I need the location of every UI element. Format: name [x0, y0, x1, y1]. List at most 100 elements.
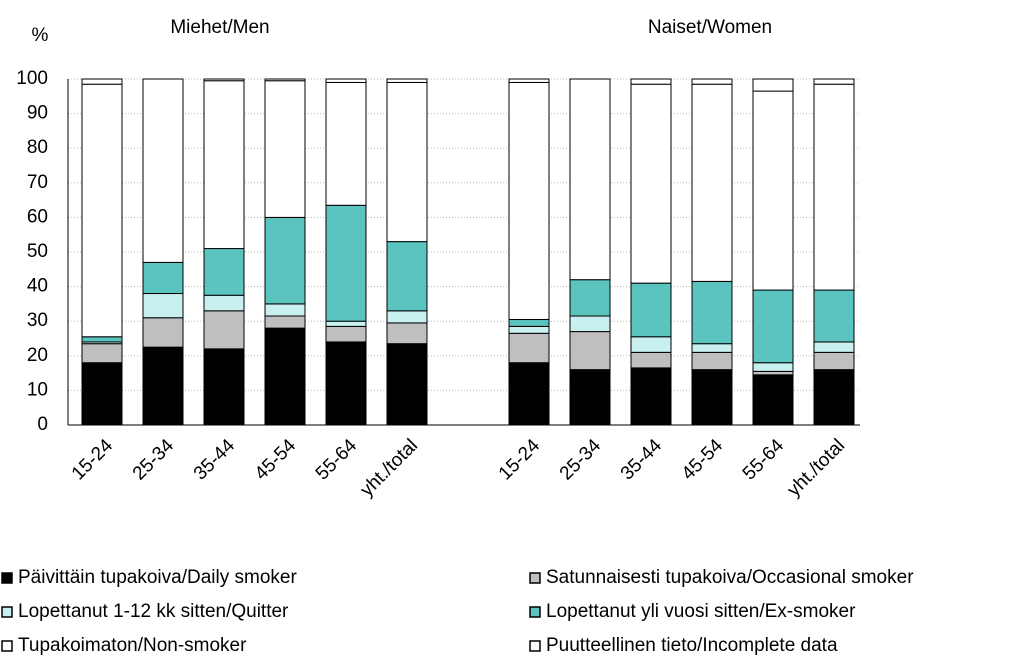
- y-tick-label: 70: [27, 172, 48, 193]
- x-tick-label: 15-24: [495, 435, 545, 485]
- bar-segment: [630, 78, 672, 85]
- legend-label: Lopettanut 1-12 kk sitten/Quitter: [18, 601, 289, 622]
- bar-segment: [203, 78, 245, 82]
- bar-segment: [325, 204, 367, 322]
- bar-segment: [813, 83, 855, 291]
- y-tick-label: 100: [16, 68, 48, 89]
- bar-segment: [508, 318, 550, 327]
- bar-segment: [752, 362, 794, 372]
- bar-segment: [386, 78, 428, 83]
- bar-segment: [691, 83, 733, 282]
- x-tick-label: 45-54: [251, 435, 301, 485]
- bar-segment: [691, 78, 733, 85]
- bar-segment: [813, 289, 855, 343]
- bar-segment: [569, 78, 611, 281]
- bar-segment: [630, 336, 672, 353]
- x-tick-label: 45-54: [678, 435, 728, 485]
- bar-segment: [81, 362, 123, 426]
- bar-segment: [508, 325, 550, 334]
- bar-segment: [264, 327, 306, 426]
- bar-segment: [81, 336, 123, 343]
- y-axis-label: %: [32, 25, 49, 46]
- y-tick-label: 40: [27, 276, 48, 297]
- bar-segment: [630, 351, 672, 369]
- x-tick-label: 55-64: [739, 435, 789, 485]
- bar-segment: [386, 343, 428, 426]
- bar-segment: [325, 320, 367, 327]
- legend-label: Lopettanut yli vuosi sitten/Ex-smoker: [546, 601, 856, 622]
- legend-label: Satunnaisesti tupakoiva/Occasional smoke…: [546, 567, 914, 588]
- x-tick-label: 55-64: [312, 435, 362, 485]
- bar-segment: [325, 341, 367, 426]
- bar-segment: [203, 310, 245, 350]
- bar-segment: [203, 248, 245, 296]
- bar-segment: [142, 78, 184, 263]
- bar-segment: [569, 331, 611, 371]
- bar-segment: [691, 280, 733, 345]
- bar-segment: [569, 369, 611, 426]
- legend-swatch: [1, 606, 13, 618]
- bar-segment: [325, 325, 367, 343]
- y-tick-label: 50: [27, 241, 48, 262]
- bar-segment: [752, 78, 794, 92]
- bar-segment: [508, 362, 550, 426]
- bar-segment: [264, 80, 306, 218]
- bar-segment: [142, 293, 184, 319]
- bar-segment: [752, 289, 794, 364]
- bar-segment: [203, 348, 245, 426]
- y-tick-label: 0: [37, 414, 48, 435]
- x-tick-label: 15-24: [68, 435, 118, 485]
- legend-label: Päivittäin tupakoiva/Daily smoker: [18, 567, 297, 588]
- bar-segment: [691, 369, 733, 426]
- bar-segment: [691, 351, 733, 371]
- x-tick-label: yht./total: [783, 435, 849, 501]
- legend-swatch: [529, 572, 541, 584]
- bar-segment: [386, 322, 428, 345]
- group-label: Naiset/Women: [648, 17, 772, 38]
- legend-label: Puutteellinen tieto/Incomplete data: [546, 635, 838, 656]
- legend-swatch: [529, 606, 541, 618]
- bar-segment: [813, 78, 855, 85]
- bar-segment: [203, 80, 245, 250]
- bar-segment: [264, 216, 306, 305]
- bar-segment: [386, 81, 428, 243]
- bar-segment: [630, 367, 672, 426]
- legend-swatch: [529, 640, 541, 652]
- y-tick-label: 60: [27, 206, 48, 227]
- bar-segment: [569, 315, 611, 333]
- bar-segment: [569, 279, 611, 317]
- group-label: Miehet/Men: [170, 17, 269, 38]
- bar-segment: [264, 315, 306, 329]
- bar-segment: [813, 351, 855, 371]
- bar-segment: [752, 370, 794, 376]
- bar-segment: [508, 78, 550, 83]
- bar-segment: [81, 83, 123, 338]
- x-tick-label: 25-34: [556, 435, 606, 485]
- bar-segment: [386, 310, 428, 324]
- bar-segment: [813, 369, 855, 426]
- bar-segment: [81, 343, 123, 364]
- bar-segment: [752, 374, 794, 426]
- bar-segment: [264, 78, 306, 82]
- bar-segment: [142, 317, 184, 348]
- y-tick-label: 20: [27, 345, 48, 366]
- bar-segment: [386, 241, 428, 312]
- x-tick-label: 35-44: [190, 435, 240, 485]
- bar-segment: [508, 332, 550, 364]
- legend-swatch: [1, 572, 13, 584]
- y-tick-label: 90: [27, 103, 48, 124]
- bar-segment: [264, 303, 306, 317]
- y-tick-label: 30: [27, 310, 48, 331]
- bar-segment: [630, 282, 672, 338]
- bar-segment: [81, 78, 123, 85]
- bar-segment: [142, 346, 184, 426]
- bar-segment: [813, 341, 855, 353]
- bar-segment: [203, 294, 245, 312]
- bar-segment: [691, 343, 733, 353]
- y-tick-label: 80: [27, 137, 48, 158]
- x-tick-label: 35-44: [617, 435, 667, 485]
- x-tick-label: yht./total: [356, 435, 422, 501]
- legend-label: Tupakoimaton/Non-smoker: [18, 635, 247, 656]
- legend-swatch: [1, 640, 13, 652]
